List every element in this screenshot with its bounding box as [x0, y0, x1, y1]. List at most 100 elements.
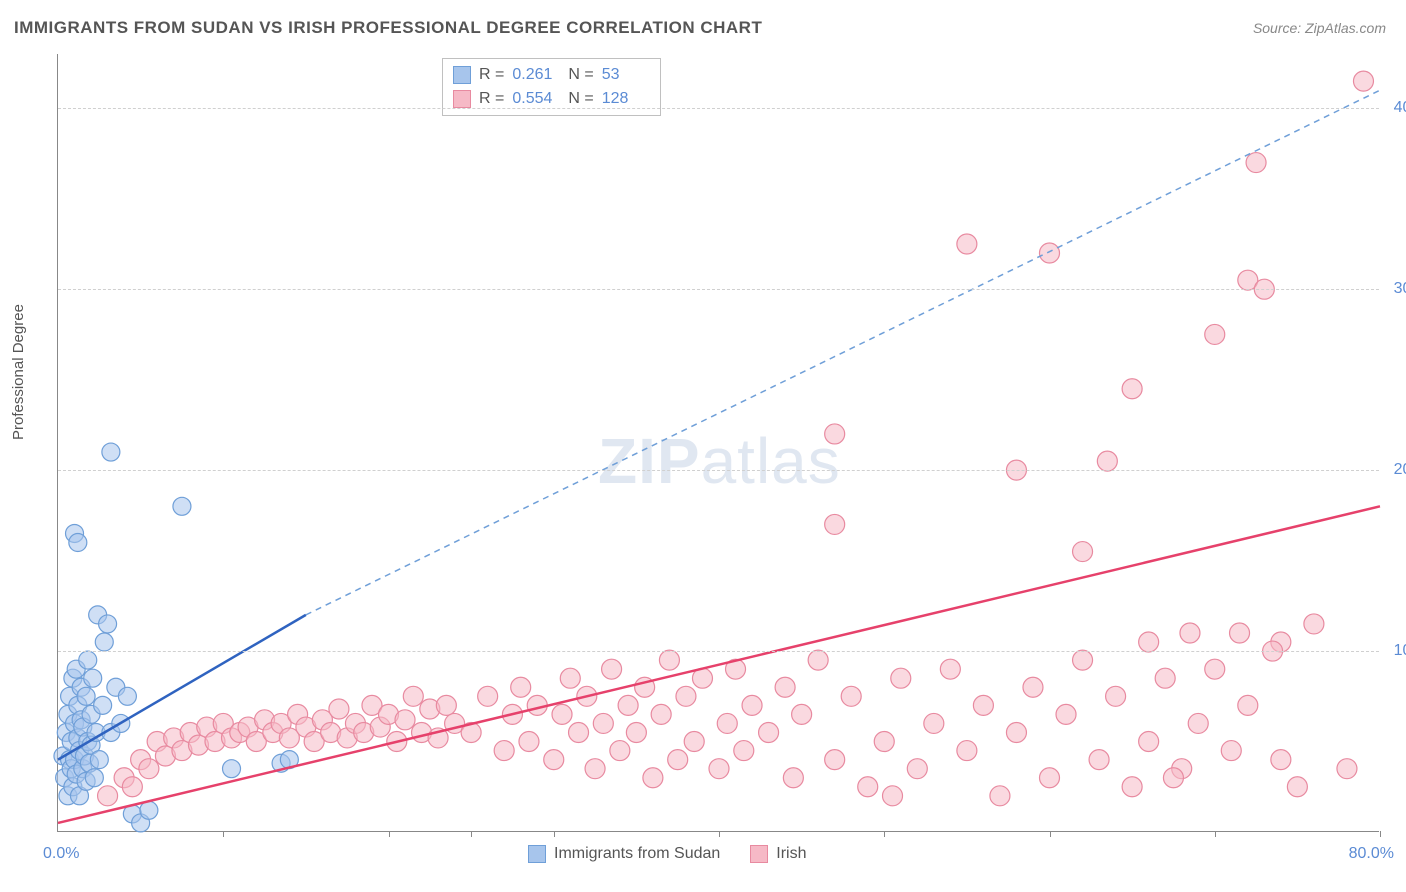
- pink-point: [1023, 677, 1043, 697]
- pink-point: [973, 695, 993, 715]
- pink-swatch: [453, 90, 471, 108]
- pink-point: [924, 713, 944, 733]
- plot-area: ZIPatlas R =0.261N =53R =0.554N =128 0.0…: [57, 54, 1379, 832]
- pink-point: [1180, 623, 1200, 643]
- pink-point: [1353, 71, 1373, 91]
- chart-svg: [58, 54, 1379, 831]
- pink-point: [940, 659, 960, 679]
- pink-point: [783, 768, 803, 788]
- x-axis-origin-label: 0.0%: [43, 845, 79, 863]
- source-attribution: Source: ZipAtlas.com: [1253, 20, 1386, 36]
- pink-point: [775, 677, 795, 697]
- pink-point: [1205, 659, 1225, 679]
- pink-point: [891, 668, 911, 688]
- blue-point: [95, 633, 113, 651]
- pink-point: [651, 704, 671, 724]
- pink-point: [825, 514, 845, 534]
- gridline: [58, 651, 1379, 652]
- blue-point: [90, 751, 108, 769]
- x-axis-max-label: 80.0%: [1349, 845, 1394, 863]
- blue-point: [85, 769, 103, 787]
- blue-point: [79, 651, 97, 669]
- pink-point: [759, 722, 779, 742]
- pink-point: [717, 713, 737, 733]
- pink-point: [403, 686, 423, 706]
- pink-point: [1337, 759, 1357, 779]
- pink-point: [643, 768, 663, 788]
- y-tick-label: 20.0%: [1394, 461, 1406, 479]
- blue-point: [94, 696, 112, 714]
- pink-point: [618, 695, 638, 715]
- pink-point: [792, 704, 812, 724]
- pink-point: [122, 777, 142, 797]
- r-value: 0.261: [512, 63, 560, 87]
- pink-point: [494, 741, 514, 761]
- blue-point: [223, 760, 241, 778]
- x-tick: [884, 831, 885, 837]
- pink-point: [511, 677, 531, 697]
- pink-point: [1106, 686, 1126, 706]
- pink-point: [436, 695, 456, 715]
- stats-row-blue: R =0.261N =53: [453, 63, 650, 87]
- blue-trend-dash: [306, 90, 1380, 615]
- pink-point: [552, 704, 572, 724]
- blue-point: [99, 615, 117, 633]
- pink-point: [684, 732, 704, 752]
- gridline: [58, 289, 1379, 290]
- gridline: [58, 470, 1379, 471]
- blue-point: [69, 534, 87, 552]
- pink-point: [825, 424, 845, 444]
- pink-point: [957, 234, 977, 254]
- blue-swatch: [453, 66, 471, 84]
- blue-point: [140, 801, 158, 819]
- pink-point: [709, 759, 729, 779]
- blue-point: [102, 443, 120, 461]
- pink-point: [1073, 650, 1093, 670]
- y-tick-label: 30.0%: [1394, 280, 1406, 298]
- x-tick: [389, 831, 390, 837]
- pink-point: [907, 759, 927, 779]
- x-tick: [1050, 831, 1051, 837]
- blue-swatch: [528, 845, 546, 863]
- blue-point: [84, 669, 102, 687]
- pink-point: [329, 699, 349, 719]
- pink-point: [1271, 750, 1291, 770]
- pink-point: [874, 732, 894, 752]
- pink-point: [883, 786, 903, 806]
- pink-point: [1205, 324, 1225, 344]
- pink-point: [519, 732, 539, 752]
- pink-point: [1304, 614, 1324, 634]
- pink-point: [1221, 741, 1241, 761]
- pink-point: [98, 786, 118, 806]
- x-tick: [1380, 831, 1381, 837]
- blue-point: [77, 687, 95, 705]
- pink-point: [610, 741, 630, 761]
- y-axis-label: Professional Degree: [10, 304, 27, 440]
- legend-item-pink: Irish: [750, 845, 806, 863]
- legend-item-blue: Immigrants from Sudan: [528, 845, 720, 863]
- pink-point: [1246, 153, 1266, 173]
- pink-point: [569, 722, 589, 742]
- legend-label: Irish: [776, 845, 806, 863]
- pink-point: [825, 750, 845, 770]
- pink-point: [1163, 768, 1183, 788]
- pink-point: [676, 686, 696, 706]
- pink-point: [1287, 777, 1307, 797]
- pink-point: [1238, 695, 1258, 715]
- legend-label: Immigrants from Sudan: [554, 845, 720, 863]
- pink-point: [1155, 668, 1175, 688]
- pink-point: [957, 741, 977, 761]
- x-tick: [471, 831, 472, 837]
- pink-point: [139, 759, 159, 779]
- pink-point: [990, 786, 1010, 806]
- pink-point: [1122, 379, 1142, 399]
- x-tick: [554, 831, 555, 837]
- x-tick: [223, 831, 224, 837]
- x-tick: [719, 831, 720, 837]
- n-label: N =: [568, 63, 593, 87]
- pink-point: [544, 750, 564, 770]
- pink-point: [1188, 713, 1208, 733]
- pink-point: [1089, 750, 1109, 770]
- pink-point: [659, 650, 679, 670]
- pink-point: [1040, 243, 1060, 263]
